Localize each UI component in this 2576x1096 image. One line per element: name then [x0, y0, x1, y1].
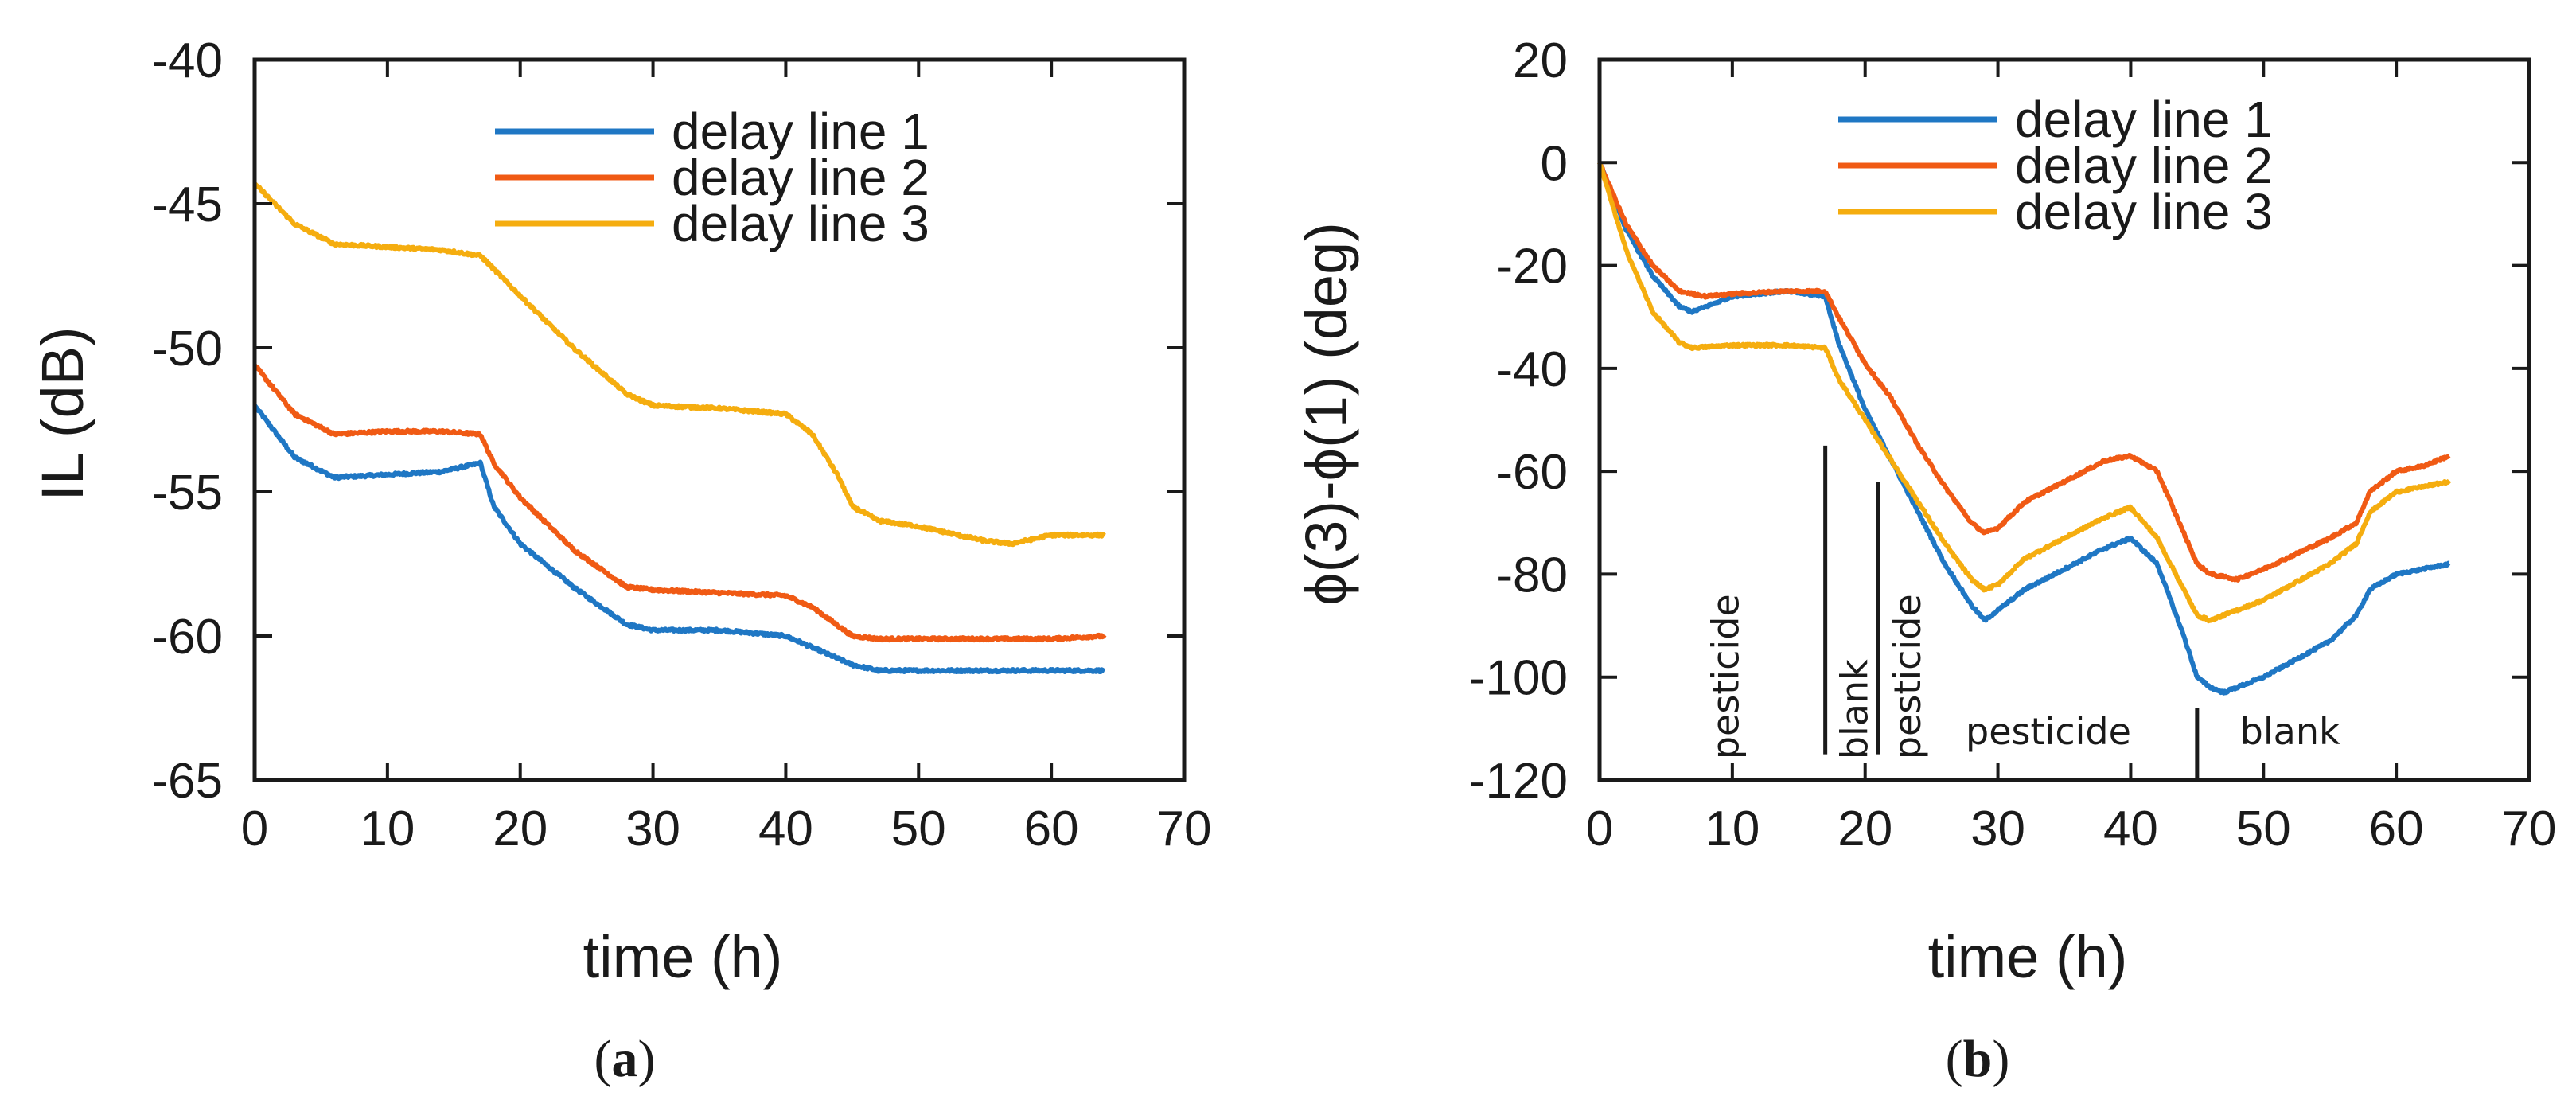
panel-a-series-line-1	[252, 404, 1106, 675]
panel-a-plot-frame	[252, 57, 1187, 782]
panel-a-legend-label-3: delay line 3	[672, 195, 929, 252]
panel-b-y-tick-label: 20	[1513, 33, 1568, 88]
panel-b-annotation-4: pesticide	[1966, 710, 2131, 753]
panel-a-legend-label-2: delay line 2	[672, 149, 929, 206]
panel-b-y-tick-label: -80	[1496, 548, 1568, 603]
panel-a-y-tick-label: -40	[151, 33, 223, 88]
panel-a-caption: (a)	[594, 1030, 656, 1088]
panel-a-series-line-3	[252, 181, 1106, 548]
panel-a-x-tick-label: 60	[1024, 802, 1079, 856]
panel-b-x-tick-label: 10	[1705, 802, 1760, 856]
panel-b-x-tick-label: 20	[1837, 802, 1892, 856]
panel-b-x-tick-label: 50	[2236, 802, 2291, 856]
panel-b-x-tick-label: 30	[1970, 802, 2025, 856]
panel-b-legend-label-1: delay line 1	[2015, 91, 2273, 148]
panel-b-annotation-2: blank	[1833, 659, 1876, 759]
panel-a-x-tick-label: 30	[625, 802, 680, 856]
panel-b-y-tick-label: -40	[1496, 342, 1568, 397]
panel-b-annotation-3: pesticide	[1886, 594, 1929, 759]
panel-b-y-tick-label: -120	[1469, 754, 1568, 809]
panel-a: 0 10 20 30 40 50 60 70 -65 -60 -55 -50 -45 -40 delay…	[29, 33, 1211, 1088]
panel-b-x-tick-label: 0	[1586, 802, 1613, 856]
panel-b-annotations: pesticide blank pesticide pesticide blank	[1705, 445, 2340, 780]
panel-b-series	[1597, 162, 2452, 696]
panel-b-x-ticks: 0 10 20 30 40 50 60 70	[1586, 60, 2557, 856]
panel-b-series-line-2	[1597, 162, 2451, 583]
panel-a-y-tick-label: -60	[151, 610, 223, 665]
panel-b-y-tick-label: -100	[1469, 651, 1568, 706]
panel-b-frame	[1597, 57, 2531, 782]
panel-a-x-tick-label: 0	[241, 802, 268, 856]
panel-b-plot-frame	[1597, 57, 2531, 782]
panel-b-y-ticks: -120 -100 -80 -60 -40 -20 0 20	[1469, 33, 2529, 809]
panel-a-y-tick-label: -50	[151, 322, 223, 376]
panel-a-x-tick-label: 40	[758, 802, 813, 856]
panel-a-x-tick-label: 20	[493, 802, 548, 856]
panel-b-y-tick-label: 0	[1541, 136, 1568, 191]
panel-a-series	[252, 181, 1107, 675]
panel-b-annotation-1: pesticide	[1705, 594, 1748, 759]
panel-b-series-line-3	[1597, 162, 2452, 624]
panel-a-y-ticks: -65 -60 -55 -50 -45 -40	[151, 33, 1184, 809]
panel-a-y-tick-label: -65	[151, 754, 223, 809]
panel-a-x-tick-label: 10	[360, 802, 415, 856]
panel-b-y-tick-label: -60	[1496, 445, 1568, 500]
panel-b-caption: (b)	[1946, 1030, 2010, 1088]
panel-b-annotation-5: blank	[2240, 710, 2340, 753]
panel-a-x-ticks: 0 10 20 30 40 50 60 70	[241, 60, 1212, 856]
panel-b: 0 10 20 30 40 50 60 70 -120-100-80-60-40-20020 …	[1293, 33, 2556, 1088]
panel-a-x-tick-label: 50	[891, 802, 946, 856]
panel-b-y-axis-label: ϕ(3)-ϕ(1) (deg)	[1293, 222, 1359, 606]
panel-b-x-tick-label: 40	[2103, 802, 2158, 856]
panel-a-x-axis-label: time (h)	[583, 924, 783, 990]
panel-a-y-tick-label: -55	[151, 466, 223, 521]
panel-b-x-tick-label: 60	[2369, 802, 2424, 856]
panel-b-x-axis-label: time (h)	[1928, 924, 2128, 990]
panel-b-legend-label-2: delay line 2	[2015, 137, 2273, 194]
panel-b-x-tick-label: 70	[2502, 802, 2557, 856]
panel-a-series-line-2	[252, 363, 1107, 643]
panel-b-y-tick-label: -20	[1496, 240, 1568, 294]
panel-a-x-tick-label: 70	[1157, 802, 1212, 856]
panel-b-legend-label-3: delay line 3	[2015, 183, 2273, 240]
panel-a-y-tick-label: -45	[151, 177, 223, 232]
panel-a-frame	[252, 57, 1187, 782]
panel-a-legend-label-1: delay line 1	[672, 103, 929, 160]
panel-a-y-axis-label: IL (dB)	[29, 326, 95, 501]
